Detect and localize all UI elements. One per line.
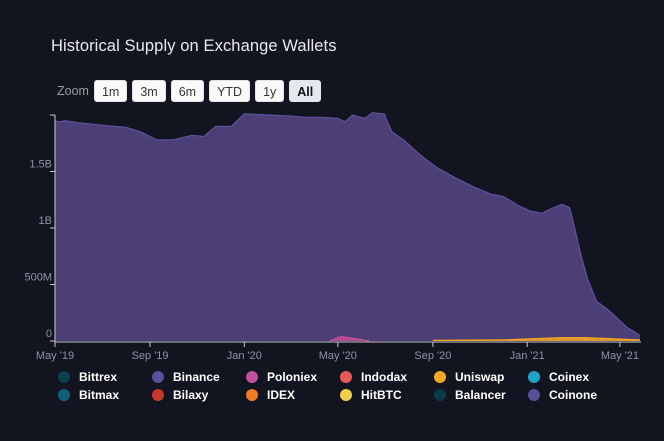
legend-marker xyxy=(246,388,258,401)
series-line-poloniex xyxy=(329,335,369,342)
legend-item-bilaxy[interactable]: Bilaxy xyxy=(152,387,246,402)
legend-label: Binance xyxy=(173,369,220,384)
legend-label: Bilaxy xyxy=(173,387,209,402)
zoom-all-button[interactable]: All xyxy=(289,80,322,102)
legend-label: Bitmax xyxy=(79,387,120,402)
legend-label: Bittrex xyxy=(79,369,118,384)
zoom-3m-button[interactable]: 3m xyxy=(132,80,166,102)
legend-item-bitmax[interactable]: Bitmax xyxy=(58,387,152,402)
chart-title: Historical Supply on Exchange Wallets xyxy=(51,37,337,55)
chart-legend: Bittrex Binance Poloniex Indodax Uniswap Coin… xyxy=(58,369,658,402)
legend-marker xyxy=(528,370,540,383)
legend-marker xyxy=(152,370,164,383)
legend-item-coinone[interactable]: Coinone xyxy=(528,387,622,402)
x-tick-label: May '21 xyxy=(601,350,639,362)
x-tick-label: May '19 xyxy=(36,350,74,362)
y-tick-label: 0 xyxy=(46,328,52,340)
zoom-1y-button[interactable]: 1y xyxy=(255,80,285,102)
zoom-label: Zoom xyxy=(57,84,89,98)
x-tick-label: Jan '21 xyxy=(510,350,545,362)
legend-label: Coinone xyxy=(549,387,597,402)
legend-marker xyxy=(58,370,70,383)
area-chart: 0 500M 1B 1.5B May '19 Sep '19 Jan '20 May '20 S… xyxy=(24,112,641,362)
legend-label: Poloniex xyxy=(267,369,318,384)
legend-marker xyxy=(434,370,446,383)
legend-item-indodax[interactable]: Indodax xyxy=(340,369,434,384)
legend-item-uniswap[interactable]: Uniswap xyxy=(434,369,528,384)
x-tick-label: Sep '19 xyxy=(132,350,169,362)
series-line-uniswap xyxy=(432,337,641,341)
legend-marker xyxy=(340,370,352,383)
legend-marker xyxy=(528,388,540,401)
legend-item-idex[interactable]: IDEX xyxy=(246,387,340,402)
legend-label: HitBTC xyxy=(361,387,402,402)
legend-item-bittrex[interactable]: Bittrex xyxy=(58,369,152,384)
legend-label: Uniswap xyxy=(455,369,505,384)
zoom-1m-button[interactable]: 1m xyxy=(93,80,128,102)
legend-marker xyxy=(246,370,258,383)
legend-item-poloniex[interactable]: Poloniex xyxy=(246,369,340,384)
legend-item-binance[interactable]: Binance xyxy=(152,369,246,384)
legend-item-hitbtc[interactable]: HitBTC xyxy=(340,387,434,402)
zoom-6m-button[interactable]: 6m xyxy=(170,80,205,102)
x-tick-label: Sep '20 xyxy=(414,350,451,362)
x-tick-label: Jan '20 xyxy=(227,350,262,362)
legend-marker xyxy=(340,388,352,401)
legend-label: Balancer xyxy=(455,387,506,402)
legend-item-coinex[interactable]: Coinex xyxy=(528,369,622,384)
series-area-binance xyxy=(55,112,640,341)
zoom-controls: Zoom 1m 3m 6m YTD 1y All xyxy=(57,80,326,102)
zoom-ytd-button[interactable]: YTD xyxy=(209,80,251,102)
legend-label: Indodax xyxy=(361,369,408,384)
legend-marker xyxy=(152,388,164,401)
legend-label: Coinex xyxy=(549,369,590,384)
y-tick-label: 500M xyxy=(24,272,52,284)
y-tick-label: 1.5B xyxy=(29,159,52,171)
legend-label: IDEX xyxy=(267,387,296,402)
y-tick-label: 1B xyxy=(39,215,52,227)
legend-item-balancer[interactable]: Balancer xyxy=(434,387,528,402)
x-tick-label: May '20 xyxy=(319,350,357,362)
legend-marker xyxy=(434,388,446,401)
legend-marker xyxy=(58,388,70,401)
series-line-binance xyxy=(54,112,641,336)
